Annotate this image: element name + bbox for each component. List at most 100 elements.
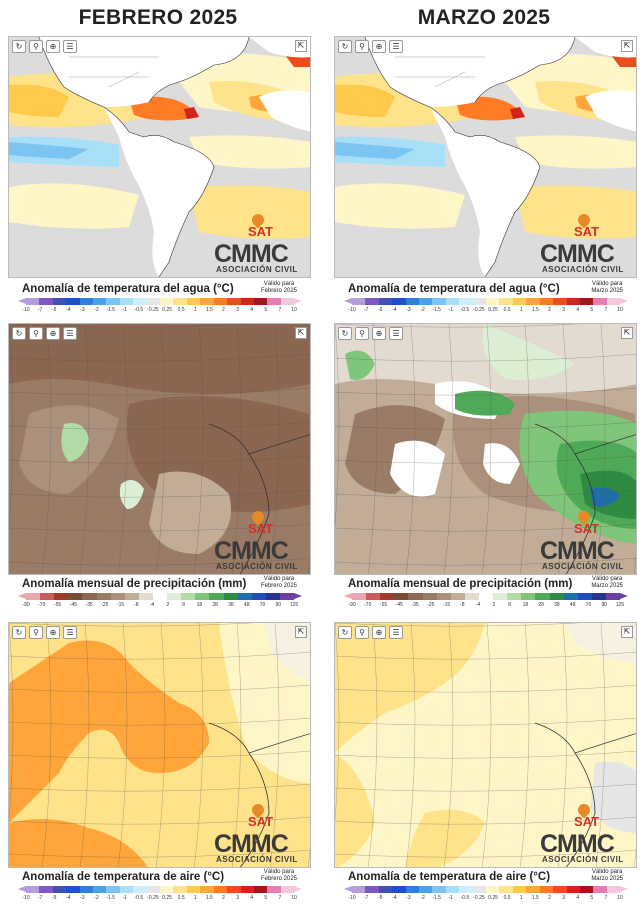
zoom-icon[interactable]: ⊕ — [372, 40, 386, 53]
color-swatch — [606, 298, 621, 305]
scale-cap-left — [344, 298, 352, 304]
color-swatch — [436, 593, 451, 600]
scale-tick-label: 28 — [212, 602, 218, 608]
map-toolbar: ↻ ⚲ ⊕ ☰ — [338, 327, 403, 340]
color-swatch — [352, 886, 366, 893]
pin-icon[interactable]: ⚲ — [29, 40, 43, 53]
cmmc-logo: SAT CMMC ASOCIACIÓN CIVIL — [540, 521, 632, 571]
layers-icon[interactable]: ☰ — [63, 626, 77, 639]
pin-icon[interactable]: ⚲ — [355, 327, 369, 340]
cmmc-logo: SAT CMMC ASOCIACIÓN CIVIL — [214, 521, 306, 571]
color-swatch — [486, 886, 500, 893]
color-swatch — [464, 593, 479, 600]
scale-tick-label: -7 — [37, 895, 43, 901]
sst-map[interactable]: ↻ ⚲ ⊕ ☰ ⇱ SAT CMMC ASOCIACIÓN CIVIL — [8, 36, 311, 278]
scale-tick-label: 70 — [585, 602, 592, 608]
scale-tick-label: 5 — [590, 895, 594, 901]
scale-cap-right — [294, 886, 303, 892]
layers-icon[interactable]: ☰ — [389, 327, 403, 340]
scale-tick-label: 5 — [264, 895, 268, 901]
cmmc-logo: SAT CMMC ASOCIACIÓN CIVIL — [214, 814, 306, 864]
refresh-icon[interactable]: ↻ — [338, 40, 352, 53]
scale-tick-label: -45 — [395, 602, 403, 608]
zoom-icon[interactable]: ⊕ — [372, 327, 386, 340]
refresh-icon[interactable]: ↻ — [12, 327, 26, 340]
refresh-icon[interactable]: ↻ — [12, 626, 26, 639]
refresh-icon[interactable]: ↻ — [338, 626, 352, 639]
pin-icon[interactable]: ⚲ — [355, 626, 369, 639]
pin-icon[interactable]: ⚲ — [29, 327, 43, 340]
scale-tick-label: 5 — [590, 307, 594, 313]
color-swatch — [138, 593, 153, 600]
color-swatch — [549, 593, 564, 600]
sst-map[interactable]: ↻ ⚲ ⊕ ☰ ⇱ SAT CMMC ASOCIACIÓN CIVIL — [334, 36, 637, 278]
pin-icon[interactable]: ⚲ — [29, 626, 43, 639]
color-swatch — [419, 886, 433, 893]
cmmc-label: CMMC — [214, 537, 289, 565]
color-swatch — [512, 886, 527, 893]
scale-tick-label: 5 — [264, 307, 268, 313]
asociacion-civil-label: ASOCIACIÓN CIVIL — [216, 265, 298, 274]
scale-tick-label: 7 — [278, 895, 282, 901]
color-swatch — [152, 593, 168, 600]
color-swatch — [106, 298, 120, 305]
valid-for-label: Válido para Marzo 2025 — [591, 281, 623, 294]
refresh-icon[interactable]: ↻ — [12, 40, 26, 53]
popout-icon[interactable]: ⇱ — [621, 626, 633, 638]
scale-tick-label: -7 — [363, 895, 369, 901]
zoom-icon[interactable]: ⊕ — [46, 327, 60, 340]
scale-tick-label: -5 — [51, 895, 57, 901]
scale-tick-label: -2 — [420, 895, 425, 901]
popout-icon[interactable]: ⇱ — [621, 327, 633, 339]
pin-icon[interactable]: ⚲ — [355, 40, 369, 53]
scale-tick-label: 1 — [519, 307, 523, 313]
color-swatch — [79, 298, 94, 305]
color-swatch — [365, 886, 379, 893]
scale-tick-label: 10 — [617, 307, 623, 313]
zoom-icon[interactable]: ⊕ — [46, 40, 60, 53]
scale-tick-label: -45 — [69, 602, 77, 608]
color-swatch — [378, 298, 393, 305]
color-swatch — [253, 298, 268, 305]
precip-map[interactable]: ↻ ⚲ ⊕ ☰ ⇱ SAT CMMC ASOCIACIÓN CIVIL — [334, 323, 637, 575]
zoom-icon[interactable]: ⊕ — [372, 626, 386, 639]
layers-icon[interactable]: ☰ — [63, 327, 77, 340]
popout-icon[interactable]: ⇱ — [295, 626, 307, 638]
scale-tick-label: 0.5 — [177, 895, 185, 901]
color-scale-bar — [344, 593, 629, 600]
scale-tick-label: -4 — [392, 895, 397, 901]
scale-ticks: -10 -7 -5 -4 -3 -2 -1.5 -1 -0.5 -0.25 0.25 0.5 1 1.5 2… — [344, 307, 628, 315]
color-swatch — [119, 886, 134, 893]
sst-panel-feb: ↻ ⚲ ⊕ ☰ ⇱ SAT CMMC ASOCIACIÓN CIVIL — [8, 36, 311, 278]
scale-tick-label: -0.25 — [147, 307, 159, 313]
color-swatch — [478, 593, 494, 600]
color-swatch — [392, 298, 406, 305]
layers-icon[interactable]: ☰ — [63, 40, 77, 53]
precip-map[interactable]: ↻ ⚲ ⊕ ☰ ⇱ SAT CMMC ASOCIACIÓN CIVIL — [8, 323, 311, 575]
scale-tick-label: -35 — [85, 602, 93, 608]
precip-panel-mar: ↻ ⚲ ⊕ ☰ ⇱ SAT CMMC ASOCIACIÓN CIVIL — [334, 323, 637, 575]
popout-icon[interactable]: ⇱ — [295, 40, 307, 52]
legend-title: Anomalía de temperatura del agua (°C) — [22, 283, 234, 295]
color-swatch — [280, 886, 295, 893]
cmmc-label: CMMC — [214, 830, 289, 858]
scale-tick-label: 3 — [236, 307, 239, 313]
color-swatch — [526, 298, 540, 305]
popout-icon[interactable]: ⇱ — [295, 327, 307, 339]
scale-tick-label: 2 — [548, 895, 551, 901]
layers-icon[interactable]: ☰ — [389, 626, 403, 639]
popout-icon[interactable]: ⇱ — [621, 40, 633, 52]
zoom-icon[interactable]: ⊕ — [46, 626, 60, 639]
color-swatch — [459, 886, 473, 893]
scale-tick-label: 125 — [615, 602, 625, 608]
sat-label: SAT — [248, 521, 274, 536]
color-swatch — [209, 593, 224, 600]
map-toolbar: ↻ ⚲ ⊕ ☰ — [12, 327, 77, 340]
air-legend: Anomalía de temperatura de aire (°C) Váli… — [8, 868, 311, 906]
air-map[interactable]: ↻ ⚲ ⊕ ☰ ⇱ SAT CMMC ASOCIACIÓN CIVIL — [8, 622, 311, 868]
layers-icon[interactable]: ☰ — [389, 40, 403, 53]
air-map[interactable]: ↻ ⚲ ⊕ ☰ ⇱ SAT CMMC ASOCIACIÓN CIVIL — [334, 622, 637, 868]
scale-tick-label: 1.5 — [531, 307, 539, 313]
refresh-icon[interactable]: ↻ — [338, 327, 352, 340]
scale-tick-label: -55 — [53, 602, 62, 608]
